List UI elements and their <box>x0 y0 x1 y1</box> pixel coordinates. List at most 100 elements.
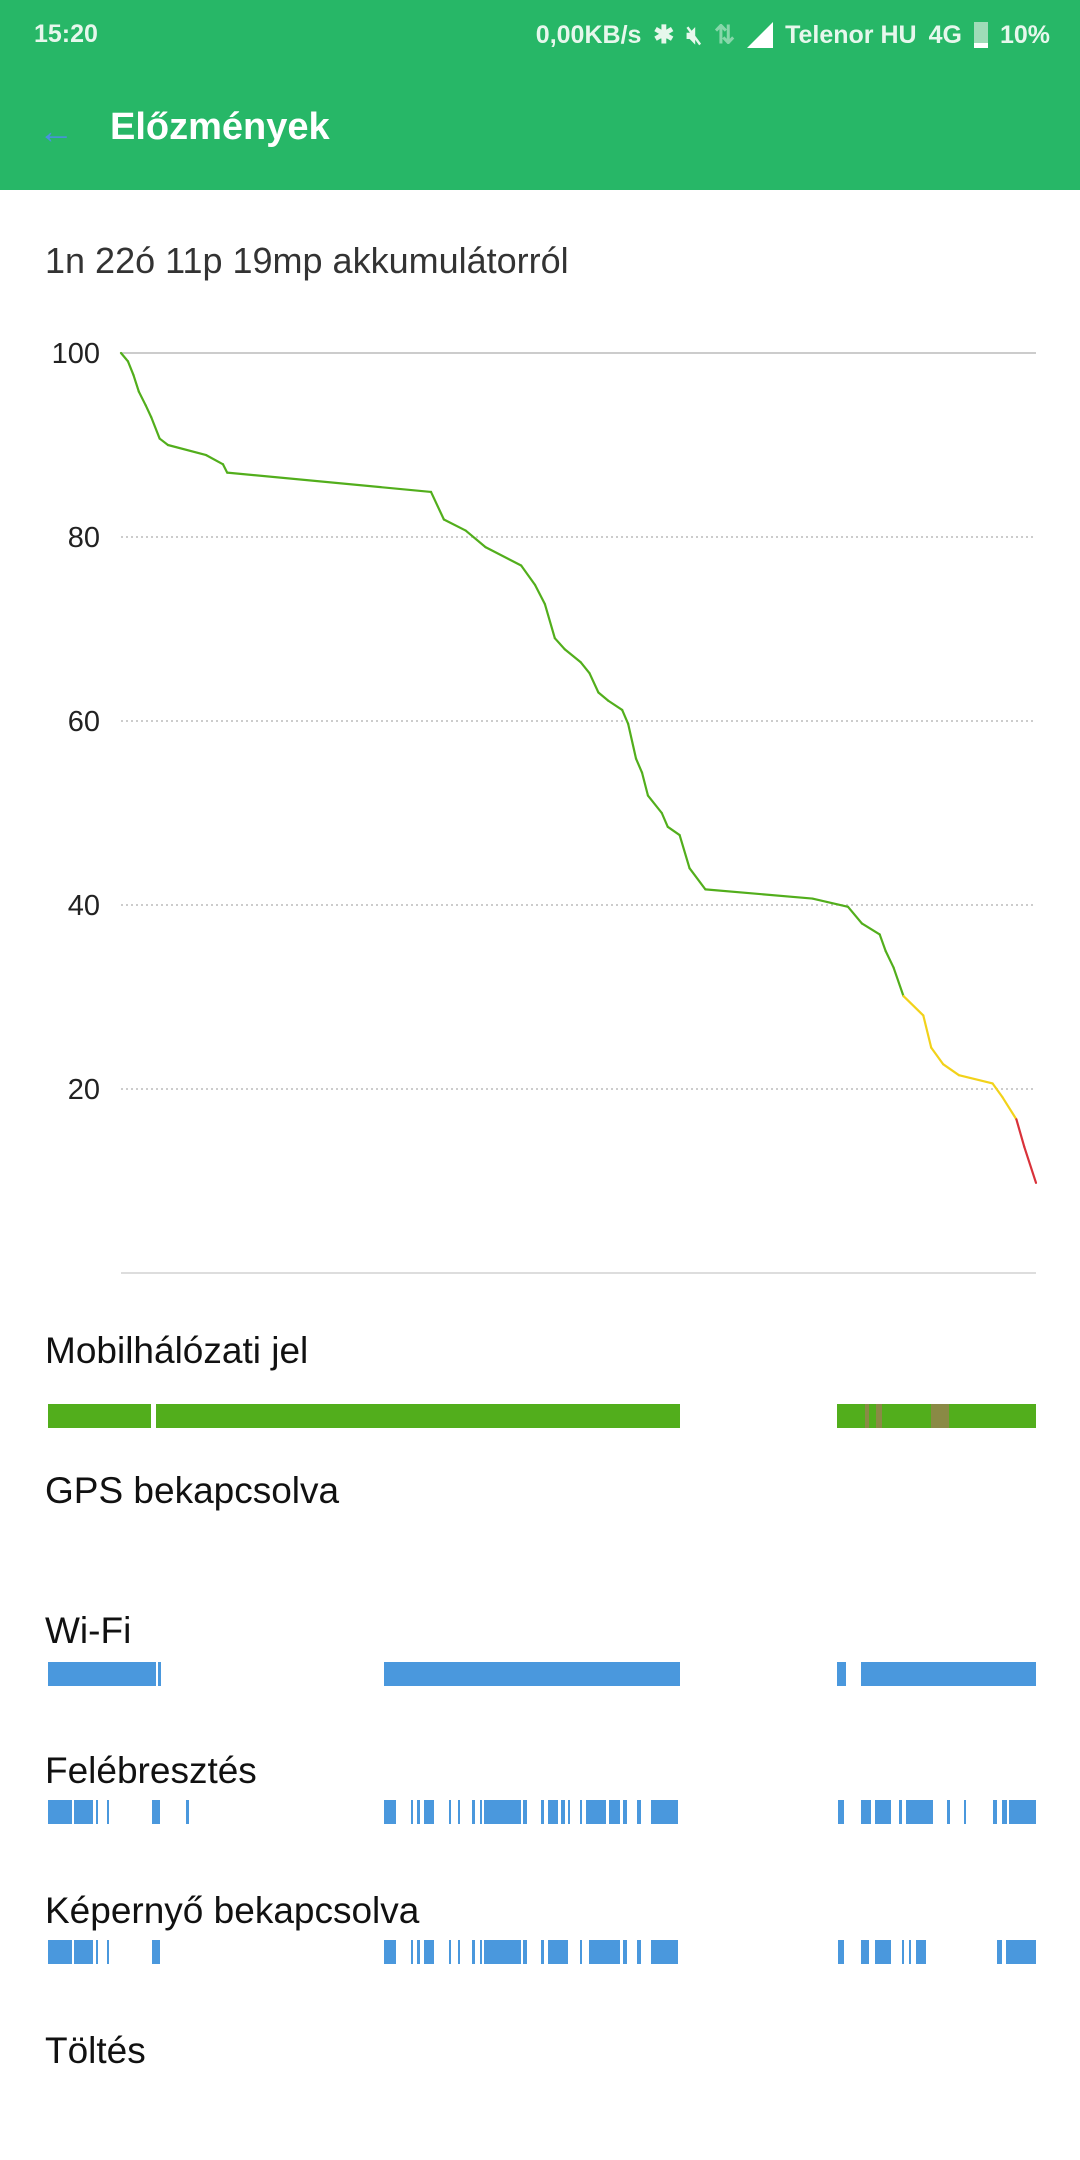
battery-line-segment <box>860 922 881 936</box>
timeline-segment <box>449 1940 452 1964</box>
row-label: Wi-Fi <box>45 1610 132 1651</box>
timeline-segment <box>523 1800 527 1824</box>
battery-line-segment <box>678 833 691 870</box>
row-label: Mobilhálózati jel <box>45 1330 309 1371</box>
timeline-segment <box>1005 1940 1036 1964</box>
row-label: Töltés <box>45 2030 146 2071</box>
timeline-segment <box>585 1800 607 1824</box>
battery-line-segment <box>902 994 925 1017</box>
timeline-segment <box>106 1800 109 1824</box>
timeline-segment <box>623 1800 627 1824</box>
timeline-segment <box>484 1800 522 1824</box>
battery-line-segment <box>543 603 556 640</box>
battery-line-segment <box>553 637 566 651</box>
battery-line-segment <box>166 443 208 457</box>
battery-line-segment <box>922 1014 933 1049</box>
battery-line-segment <box>646 794 663 815</box>
timeline-segment <box>993 1800 998 1824</box>
y-tick-label: 100 <box>52 338 100 370</box>
timeline-segment <box>838 1940 844 1964</box>
battery-line-segment <box>144 404 153 419</box>
data-arrows-icon: ⇅ <box>714 21 736 49</box>
battery-chart: 100 80 60 40 20 <box>52 338 1038 1274</box>
timeline-segment <box>997 1940 1003 1964</box>
timeline-segment <box>579 1940 583 1964</box>
battery-line-segment <box>704 888 814 900</box>
battery-line-segment <box>1015 1118 1026 1149</box>
y-tick-label: 60 <box>68 706 100 738</box>
app-bar: ← Előzmények <box>0 70 1080 190</box>
timeline-segment <box>650 1940 679 1964</box>
battery-line-segment <box>588 672 600 694</box>
battery-line-segment <box>205 454 225 466</box>
battery-line-segment <box>221 463 229 474</box>
timeline-segment <box>48 1800 73 1824</box>
timeline-segment <box>106 1940 109 1964</box>
row-label: Képernyő bekapcsolva <box>45 1890 420 1931</box>
timeline-segment <box>905 1800 934 1824</box>
timeline-segment <box>1009 1800 1036 1824</box>
row-timeline <box>48 1800 1036 1824</box>
timeline-segment <box>96 1800 99 1824</box>
battery-line-segment <box>957 1074 994 1085</box>
timeline-segment <box>416 1940 421 1964</box>
timeline-segment <box>480 1800 483 1824</box>
row-timeline <box>48 1404 1036 1428</box>
y-tick-label: 40 <box>68 890 100 922</box>
timeline-segment <box>480 1940 483 1964</box>
battery-line-segment <box>666 825 681 837</box>
timeline-segment <box>860 1800 872 1824</box>
timeline-segment <box>484 1940 522 1964</box>
battery-icon <box>973 22 988 48</box>
y-tick-label: 20 <box>68 1074 100 1106</box>
battery-line-segment <box>930 1046 945 1066</box>
vibrate-mute-icon: 🔇︎ <box>686 20 703 49</box>
timeline-segment <box>588 1940 620 1964</box>
timeline-segment <box>74 1940 93 1964</box>
timeline-segment <box>860 1940 870 1964</box>
timeline-segment <box>155 1404 681 1428</box>
timeline-segment <box>540 1940 545 1964</box>
status-bar: 15:20 0,00KB/s ✱ 🔇︎ ⇅ Telenor HU 4G 10% <box>0 0 1080 70</box>
battery-line-segment <box>634 757 644 774</box>
net-speed: 0,00KB/s <box>535 20 642 49</box>
page-title: Előzmények <box>110 106 330 148</box>
timeline-segment <box>48 1662 156 1686</box>
battery-line-segment <box>226 471 433 494</box>
arrow-back-icon[interactable]: ← <box>38 110 74 151</box>
timeline-segment <box>151 1800 160 1824</box>
timeline-segment <box>540 1800 545 1824</box>
timeline-segment <box>547 1800 558 1824</box>
battery-line-segment <box>660 811 669 828</box>
battery-line-segment <box>597 691 610 702</box>
carrier: Telenor HU <box>785 20 917 49</box>
network-type: 4G <box>928 20 962 49</box>
timeline-segment <box>609 1800 620 1824</box>
battery-duration-summary: 1n 22ó 11p 19mp akkumulátorról <box>45 240 569 281</box>
poor-signal-segment <box>875 1404 883 1428</box>
battery-line-segment <box>150 416 161 440</box>
y-tick-label: 80 <box>68 522 100 554</box>
battery-line-segment <box>563 648 582 664</box>
row-timeline <box>48 1940 1036 1964</box>
battery-percent: 10% <box>999 20 1050 49</box>
timeline-segment <box>568 1800 571 1824</box>
battery-line-segment <box>158 437 170 447</box>
timeline-segment <box>158 1662 161 1686</box>
timeline-segment <box>637 1940 641 1964</box>
row-label: GPS bekapcsolva <box>45 1470 340 1511</box>
timeline-segment <box>1002 1800 1007 1824</box>
timeline-segment <box>874 1800 891 1824</box>
timeline-segment <box>650 1800 679 1824</box>
timeline-segment <box>96 1940 99 1964</box>
row-timeline <box>48 1662 1036 1686</box>
timeline-segment <box>523 1940 527 1964</box>
timeline-segment <box>947 1800 951 1824</box>
timeline-segment <box>449 1800 452 1824</box>
battery-line-segment <box>884 949 895 969</box>
battery-line-segment <box>132 373 140 393</box>
battery-line-segment <box>137 390 147 407</box>
timeline-segment <box>458 1800 461 1824</box>
bluetooth-icon: ✱ <box>653 21 675 49</box>
timeline-segment <box>837 1662 846 1686</box>
